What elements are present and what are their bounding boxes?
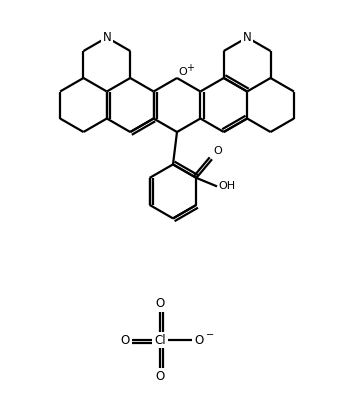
Text: N: N <box>243 31 252 44</box>
Text: +: + <box>186 63 194 73</box>
Text: O: O <box>178 67 187 77</box>
Text: −: − <box>206 330 214 340</box>
Text: O: O <box>194 333 204 346</box>
Text: O: O <box>213 146 222 156</box>
Text: Cl: Cl <box>154 333 166 346</box>
Text: O: O <box>155 370 165 383</box>
Text: OH: OH <box>218 182 235 191</box>
Text: N: N <box>102 31 111 44</box>
Text: O: O <box>155 297 165 310</box>
Text: O: O <box>121 333 130 346</box>
